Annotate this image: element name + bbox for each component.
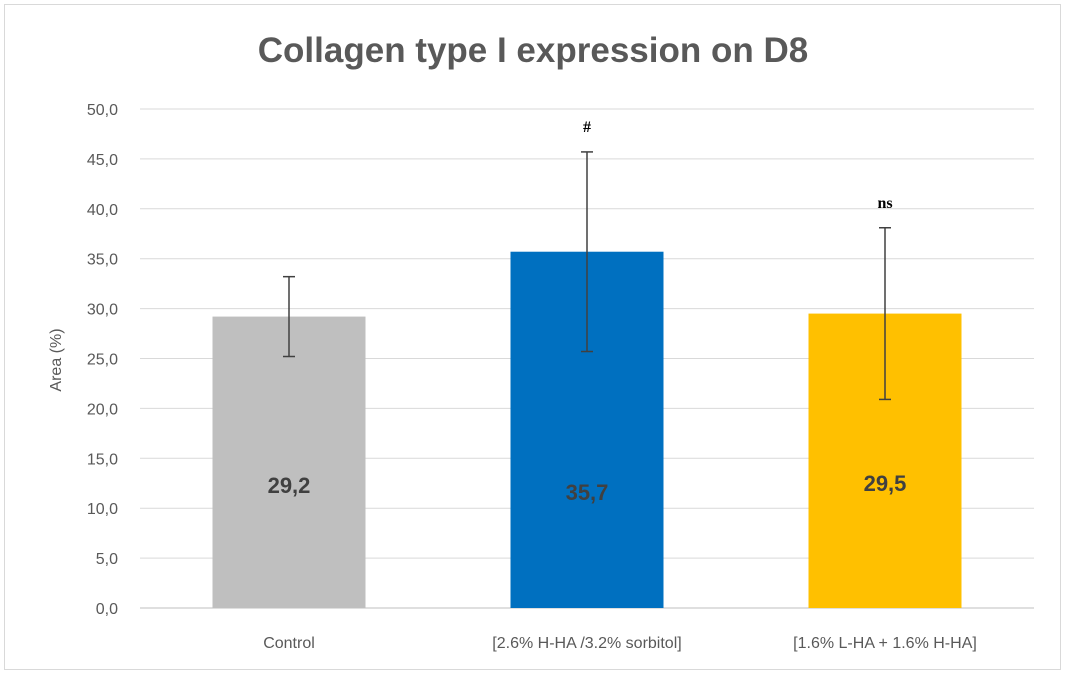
error-bars: [283, 151, 891, 401]
y-tick-label: 50,0: [87, 102, 118, 119]
y-tick-label: 30,0: [87, 302, 118, 319]
y-tick-label: 0,0: [96, 601, 118, 618]
significance-marker: ns: [877, 195, 892, 212]
error-bar: [283, 275, 295, 358]
y-tick-label: 5,0: [96, 551, 118, 568]
x-category-label: [1.6% L-HA + 1.6% H-HA]: [793, 635, 977, 652]
chart-title: Collagen type I expression on D8: [258, 31, 808, 70]
y-tick-label: 45,0: [87, 152, 118, 169]
bars: [212, 251, 962, 609]
y-tick-label: 10,0: [87, 501, 118, 518]
x-axis-categories: Control [2.6% H-HA /3.2% sorbitol] [1.6% L…: [263, 635, 977, 652]
error-bar: [581, 151, 593, 353]
value-label: 35,7: [566, 480, 609, 505]
y-tick-label: 20,0: [87, 401, 118, 418]
error-bar: [879, 227, 891, 401]
value-label: 29,2: [268, 473, 311, 498]
x-category-label: [2.6% H-HA /3.2% sorbitol]: [492, 635, 681, 652]
bar: [212, 316, 366, 608]
value-labels: 29,2 35,7 29,5: [268, 471, 907, 505]
y-tick-label: 40,0: [87, 202, 118, 219]
y-tick-label: 35,0: [87, 252, 118, 269]
y-axis-label: Area (%): [48, 328, 65, 391]
y-tick-label: 15,0: [87, 451, 118, 468]
significance-annotations: # ns: [583, 119, 893, 212]
value-label: 29,5: [864, 471, 907, 496]
x-category-label: Control: [263, 635, 315, 652]
y-axis-ticks: 0,0 5,0 10,0 15,0 20,0 25,0 30,0 35,0 40,0 45,0 50…: [87, 102, 118, 618]
y-tick-label: 25,0: [87, 352, 118, 369]
significance-marker: #: [583, 119, 591, 136]
